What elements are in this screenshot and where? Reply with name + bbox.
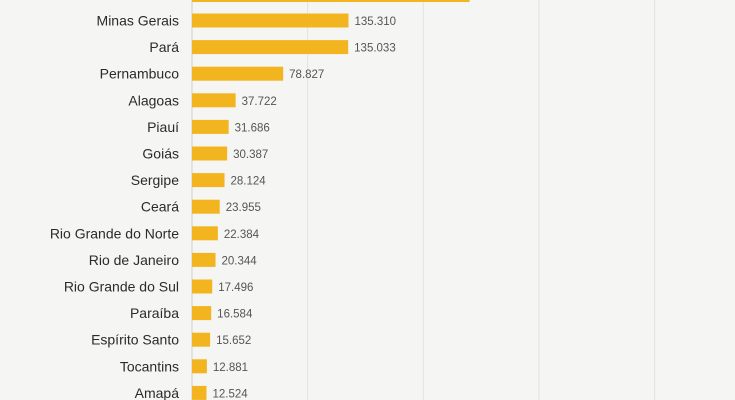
- category-label-6: Sergipe: [131, 172, 179, 188]
- bar-10: [192, 279, 213, 294]
- value-label-11: 16.584: [217, 309, 253, 321]
- bar-3: [192, 93, 236, 108]
- value-label-5: 30.387: [233, 149, 268, 161]
- category-label-11: Paraíba: [130, 305, 179, 321]
- category-label-10: Rio Grande do Sul: [64, 279, 179, 295]
- category-label-5: Goiás: [142, 146, 179, 162]
- category-label-14: Amapá: [135, 385, 180, 400]
- category-label-8: Rio Grande do Norte: [50, 225, 179, 241]
- category-label-4: Piauí: [147, 119, 179, 135]
- value-label-3: 37.722: [242, 96, 277, 108]
- value-label-13: 12.881: [213, 362, 248, 374]
- value-label-12: 15.652: [216, 335, 251, 347]
- value-label-7: 23.955: [226, 202, 261, 214]
- category-label-3: Alagoas: [128, 92, 179, 108]
- category-label-9: Rio de Janeiro: [89, 252, 179, 268]
- bar-1: [192, 40, 349, 55]
- bar-12: [192, 332, 211, 347]
- bar-6: [192, 173, 225, 188]
- category-label-2: Pernambuco: [100, 66, 180, 82]
- value-label-0: 135.310: [354, 16, 396, 28]
- value-label-9: 20.344: [222, 255, 258, 267]
- bar-5: [192, 146, 228, 161]
- value-label-6: 28.124: [231, 176, 267, 188]
- bar-0: [192, 13, 349, 28]
- category-label-1: Pará: [149, 39, 179, 55]
- value-label-1: 135.033: [354, 43, 396, 55]
- bar-9: [192, 252, 216, 267]
- bar-14: [192, 385, 207, 400]
- value-label-8: 22.384: [224, 229, 260, 241]
- value-label-14: 12.524: [212, 388, 248, 400]
- value-label-10: 17.496: [218, 282, 253, 294]
- category-label-0: Minas Gerais: [97, 13, 179, 29]
- bar-13: [192, 359, 207, 374]
- bar-2: [192, 66, 284, 81]
- category-label-12: Espírito Santo: [91, 332, 179, 348]
- value-label-4: 31.686: [235, 122, 270, 134]
- bar-4: [192, 119, 229, 134]
- category-label-13: Tocantins: [120, 358, 179, 374]
- bar-partial-top: [192, 0, 470, 2]
- value-label-2: 78.827: [289, 69, 324, 81]
- category-label-7: Ceará: [141, 199, 179, 215]
- bar-11: [192, 306, 212, 321]
- bar-8: [192, 226, 218, 241]
- bar-7: [192, 199, 220, 214]
